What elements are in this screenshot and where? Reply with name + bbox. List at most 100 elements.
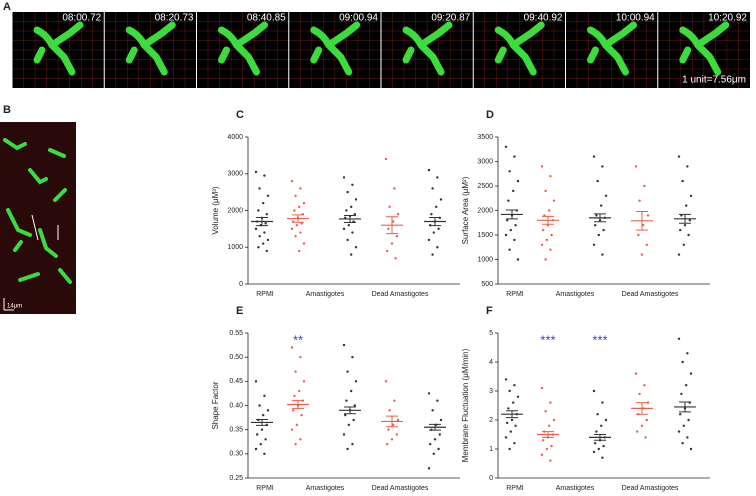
data-point xyxy=(507,199,510,202)
data-point xyxy=(345,399,348,402)
data-point xyxy=(637,233,640,237)
chart: F 0 1 2 3 4 5 Membrane Fluctuation (μM/min) RPMI… xyxy=(461,305,710,492)
data-point xyxy=(437,227,440,231)
x-label: Amastigotes xyxy=(306,485,345,492)
y-tick-label: 0.40 xyxy=(229,402,243,409)
data-point xyxy=(504,378,508,381)
data-point xyxy=(435,205,438,209)
data-point xyxy=(436,246,439,249)
timestamp: 08:00.72 xyxy=(62,13,101,24)
error-bar xyxy=(506,209,518,220)
x-label: RPMI xyxy=(506,485,524,492)
data-point xyxy=(504,436,508,439)
x-label: Dead Amastigotes xyxy=(372,291,429,298)
data-point xyxy=(600,424,603,427)
data-point xyxy=(254,170,258,174)
data-point xyxy=(514,224,517,227)
data-point xyxy=(266,194,270,197)
significance: *** xyxy=(540,332,555,347)
data-point xyxy=(597,447,600,451)
data-point xyxy=(642,224,645,227)
error-bar xyxy=(344,214,356,223)
cell xyxy=(218,21,268,76)
data-point xyxy=(432,452,435,456)
data-point xyxy=(354,246,358,249)
error-bar xyxy=(256,419,268,426)
frame: 09:00.94 xyxy=(288,12,381,88)
error-bar xyxy=(256,216,268,227)
scale-note: 1 unit=7.56μm xyxy=(682,75,746,86)
data-point xyxy=(592,389,596,393)
timestamp: 10:20.92 xyxy=(708,13,747,24)
data-point xyxy=(550,233,553,237)
y-tick-label: 1000 xyxy=(477,256,493,263)
data-point xyxy=(294,235,297,238)
error-bar xyxy=(429,216,441,227)
data-point xyxy=(602,444,605,448)
data-point xyxy=(512,401,515,404)
charts: C 0 1000 2000 3000 4000 Volume (μM³) RPMI Amasti… xyxy=(211,109,710,492)
data-point xyxy=(436,176,439,179)
data-point xyxy=(298,389,301,393)
data-point xyxy=(686,436,689,439)
data-point xyxy=(549,175,552,178)
error-bar xyxy=(594,213,606,223)
data-point xyxy=(643,384,646,387)
y-tick-label: 4000 xyxy=(227,134,243,141)
data-point xyxy=(510,418,514,422)
chart: E 0.25 0.30 0.35 0.40 0.45 0.50 0.55 Shape Facto… xyxy=(211,305,460,492)
error-bar xyxy=(636,210,648,231)
error-bar xyxy=(542,215,554,225)
data-point xyxy=(548,424,551,427)
data-point xyxy=(395,235,398,238)
data-point xyxy=(601,456,604,459)
data-point xyxy=(294,194,297,197)
frame: 10:20.92 xyxy=(657,12,750,88)
data-point xyxy=(299,355,302,359)
data-point xyxy=(388,409,391,412)
data-point xyxy=(688,219,691,222)
data-point xyxy=(264,438,267,441)
data-point xyxy=(679,413,682,416)
data-point xyxy=(513,155,516,158)
error-bar xyxy=(636,402,648,415)
data-point xyxy=(601,401,604,404)
data-point xyxy=(263,394,266,398)
timestamp: 08:40.85 xyxy=(247,13,286,24)
data-point xyxy=(504,145,508,148)
data-point xyxy=(387,428,390,431)
frame: 09:20.87 xyxy=(380,12,474,88)
data-point xyxy=(347,224,350,227)
data-point xyxy=(431,409,434,412)
micrograph: 14μm xyxy=(0,122,76,314)
data-point xyxy=(646,214,650,217)
timestamp: 09:40.92 xyxy=(524,13,563,24)
data-point xyxy=(677,430,681,433)
x-label: RPMI xyxy=(256,485,274,492)
data-point xyxy=(342,176,346,179)
data-point xyxy=(643,184,646,188)
data-point xyxy=(353,212,356,216)
frame: 08:00.72 xyxy=(11,12,105,88)
data-point xyxy=(254,380,258,383)
data-point xyxy=(638,199,641,202)
data-point xyxy=(300,222,303,225)
x-label: RPMI xyxy=(506,291,524,298)
data-point xyxy=(604,194,608,197)
data-point xyxy=(346,238,349,242)
data-point xyxy=(290,179,294,183)
data-point xyxy=(439,418,443,422)
y-tick-label: 0.50 xyxy=(229,354,243,361)
data-point xyxy=(601,253,604,256)
data-point xyxy=(595,214,598,217)
data-point xyxy=(549,401,552,404)
data-point xyxy=(516,179,520,183)
data-point xyxy=(516,395,520,398)
y-tick-label: 500 xyxy=(481,281,493,288)
data-point xyxy=(293,394,296,398)
data-point xyxy=(431,187,434,190)
data-point xyxy=(254,227,258,231)
data-point xyxy=(677,337,681,340)
data-point xyxy=(645,243,648,246)
data-point xyxy=(516,258,520,261)
